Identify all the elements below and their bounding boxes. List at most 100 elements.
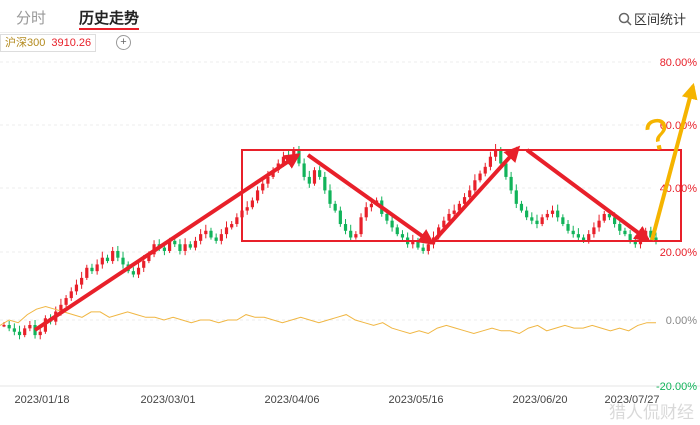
candle [561,217,565,225]
candle [452,210,456,214]
candle [69,291,73,299]
interval-stats-label: 区间统计 [633,12,686,27]
chart-grid [0,61,700,387]
candle [209,230,213,238]
candle [607,213,612,218]
candle [131,271,135,275]
x-tick-label: 2023/06/20 [512,394,567,406]
candle [17,331,22,336]
trend-arrow [33,153,301,332]
candle [90,267,94,272]
index-legend[interactable]: 沪深300 3910.26 [0,34,97,52]
candle [116,250,120,258]
candle [136,267,141,275]
candle [385,213,389,221]
candle [183,244,187,251]
candle [333,203,337,211]
candle [105,257,110,262]
candle [369,203,373,208]
ratio-line [0,305,656,335]
candle [80,277,84,285]
y-tick-label: 40.00% [660,183,698,195]
candle [95,264,99,272]
candle [230,224,234,228]
interval-stats-button[interactable]: 区间统计 [618,9,686,28]
candle [535,220,539,225]
candle [618,224,622,231]
candle [167,240,172,251]
candle [59,304,63,312]
candle [214,237,218,241]
active-tab-indicator [79,28,139,30]
candle [457,203,461,211]
candle [504,163,508,177]
candle [354,234,358,238]
x-axis-labels: 2023/01/18 2023/03/01 2023/04/06 2023/05/16… [14,394,659,406]
candle [550,210,555,214]
candle [193,240,198,248]
candle [23,328,27,336]
candle [328,190,332,204]
candle [468,190,472,198]
candle [628,234,632,241]
candle [178,244,182,251]
candle [12,328,16,332]
candle [462,197,467,204]
search-icon [618,12,632,26]
question-mark: ? [640,109,674,162]
candle [338,210,342,225]
index-value: 3910.26 [51,37,92,49]
y-tick-label: -20.00% [656,381,697,393]
candle [587,234,591,241]
candle [312,170,317,184]
candle [343,224,348,231]
tab-intraday[interactable]: 分时 [16,10,47,27]
candle [224,227,229,235]
candle [400,234,405,238]
candle [85,267,89,278]
candle [395,227,399,235]
candle [235,217,239,225]
candle [649,230,653,238]
candle [540,217,544,225]
candle [447,213,451,221]
candle [421,247,425,251]
candle [147,254,151,262]
candle [349,230,353,238]
candle [162,247,167,251]
candle [219,234,223,241]
candle [525,210,529,218]
candle [519,203,524,211]
trend-arrow [306,153,435,245]
y-tick-label: 80.00% [660,57,698,69]
annotations: ? [33,82,698,332]
candle [111,250,115,262]
x-tick-label: 2023/01/18 [14,394,69,406]
candle [581,237,586,241]
candle [121,257,125,265]
candle [323,176,327,191]
candle [390,220,394,228]
y-tick-label: 20.00% [660,247,698,259]
y-tick-label: 60.00% [660,120,698,132]
candle [199,234,203,241]
candle [613,217,617,225]
plus-circle-icon[interactable]: + [116,35,131,50]
candle [100,257,104,265]
candle [483,166,487,174]
tab-history[interactable]: 历史走势 [79,10,140,27]
candle [545,213,549,218]
candle [509,176,513,191]
y-tick-label: 0.00% [666,315,697,327]
x-tick-label: 2023/04/06 [264,394,319,406]
candle [442,220,446,228]
candle [514,190,518,204]
candle [245,207,249,211]
projection-arrow [650,82,698,241]
candle [499,150,503,164]
candle [359,217,363,235]
candle [204,230,208,235]
candle [566,224,570,231]
candle [266,176,270,184]
candle [28,325,32,329]
